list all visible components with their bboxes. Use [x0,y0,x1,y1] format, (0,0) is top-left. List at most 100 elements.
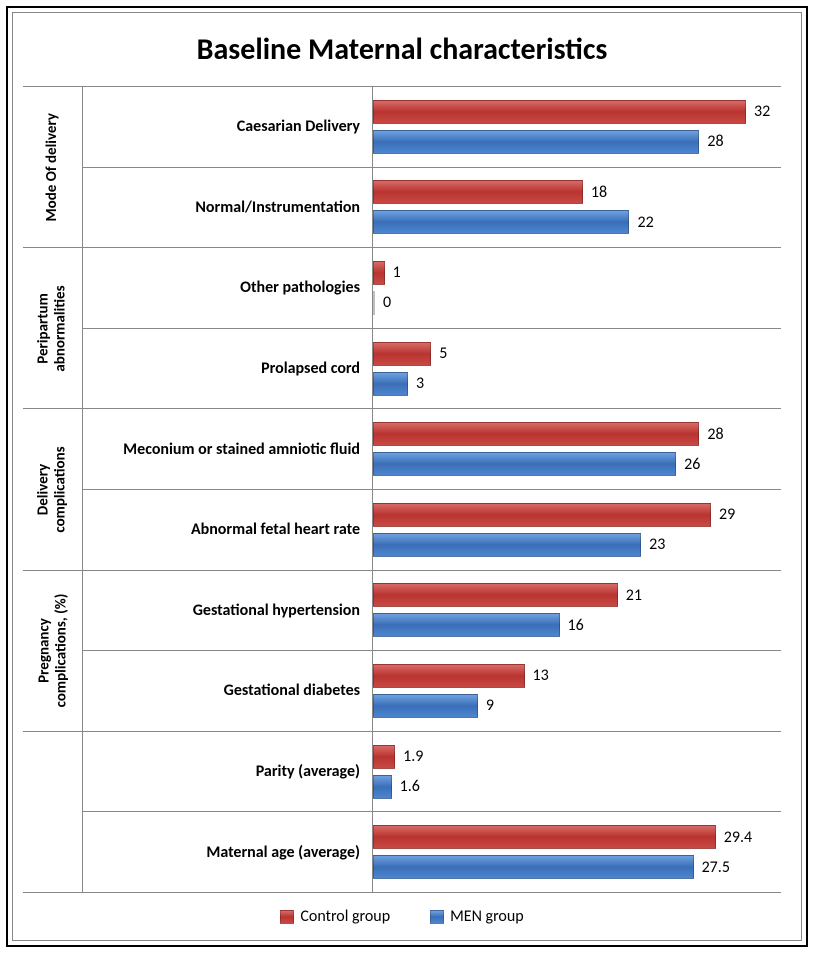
chart-outer-frame: Baseline Maternal characteristics Mode O… [6,6,808,947]
bar-men [373,533,641,557]
bar-value-men: 16 [568,616,584,635]
bar-value-control: 29.4 [724,828,752,847]
bar-row-control: 18 [373,180,781,204]
legend-item-men: MEN group [430,907,524,926]
legend-swatch-control [280,910,294,924]
chart-title: Baseline Maternal characteristics [23,31,781,68]
bars-area: 29 23 [373,490,781,570]
bar-row-control: 1.9 [373,745,781,769]
chart-row: Gestational hypertension 21 16 [83,570,781,651]
bar-row-men: 16 [373,613,781,637]
bar-control [373,342,431,366]
bar-value-control: 13 [533,666,549,685]
bars-area: 53 [373,329,781,409]
row-label: Caesarian Delivery [83,87,373,167]
chart-row: Gestational diabetes 13 9 [83,650,781,731]
chart-row: Maternal age (average) 29.4 27.5 [83,811,781,892]
bar-control [373,745,395,769]
legend-item-control: Control group [280,907,390,926]
legend-label-men: MEN group [450,907,524,926]
bars-area: 10 [373,248,781,328]
bar-row-men: 26 [373,452,781,476]
bar-row-men: 28 [373,130,781,154]
category-group-label: Deliverycomplications [36,446,69,532]
bar-men [373,452,676,476]
bar-value-men: 22 [637,213,653,232]
bars-area: 32 28 [373,87,781,167]
bar-row-control: 21 [373,583,781,607]
bar-row-men: 27.5 [373,855,781,879]
category-group [23,731,83,893]
bars-area: 1822 [373,168,781,248]
bar-row-control: 32 [373,100,781,124]
chart-row: Caesarian Delivery 32 28 [83,86,781,167]
bar-value-control: 32 [754,102,770,121]
bars-area: 1.91.6 [373,732,781,812]
chart-row: Normal/Instrumentation1822 [83,167,781,248]
bar-value-men: 9 [486,696,494,715]
bar-men [373,210,629,234]
bar-men [373,775,392,799]
bar-control [373,664,525,688]
bar-value-men: 0 [383,293,391,312]
bar-control [373,825,716,849]
category-group-label: Mode Of delivery [44,113,61,221]
bar-value-control: 5 [439,344,447,363]
bar-row-men: 3 [373,372,781,396]
row-label: Maternal age (average) [83,812,373,892]
bars-area: 28 26 [373,409,781,489]
category-group: Peripartumabnormalities [23,247,83,408]
row-label: Prolapsed cord [83,329,373,409]
bar-control [373,261,385,285]
chart-row: Other pathologies10 [83,247,781,328]
chart-rows: Caesarian Delivery3228Normal/Instrumenta… [83,86,781,893]
chart-row: Abnormal fetal heart rate 29 23 [83,489,781,570]
bars-area: 13 9 [373,651,781,731]
bar-men [373,130,699,154]
bars-area: 29.4 27.5 [373,812,781,892]
row-label: Other pathologies [83,248,373,328]
bar-value-control: 29 [719,505,735,524]
bar-value-control: 1 [393,263,401,282]
bar-control [373,180,583,204]
chart-row: Parity (average)1.91.6 [83,731,781,812]
bar-men [373,372,408,396]
bar-value-men: 27.5 [702,858,730,877]
bar-men [373,291,375,315]
bar-row-men: 0 [373,291,781,315]
row-label: Abnormal fetal heart rate [83,490,373,570]
row-label: Gestational hypertension [83,571,373,651]
legend-label-control: Control group [300,907,390,926]
bar-control [373,503,711,527]
bar-value-men: 1.6 [400,777,420,796]
bar-row-men: 22 [373,210,781,234]
bar-value-men: 26 [684,455,700,474]
bar-control [373,583,618,607]
row-label: Gestational diabetes [83,651,373,731]
bar-men [373,613,560,637]
bar-value-control: 21 [626,586,642,605]
bar-row-control: 29.4 [373,825,781,849]
bar-value-control: 28 [707,425,723,444]
bar-value-men: 28 [707,132,723,151]
category-group-axis: Mode Of delivery Peripartumabnormalities D… [23,86,83,893]
chart-row: Meconium or stained amniotic fluid 28 26 [83,408,781,489]
row-label: Meconium or stained amniotic fluid [83,409,373,489]
bar-row-control: 28 [373,422,781,446]
category-group: Mode Of delivery [23,86,83,247]
bar-row-control: 29 [373,503,781,527]
category-group: Deliverycomplications [23,408,83,569]
category-group-label: Peripartumabnormalities [36,285,69,371]
chart-body: Mode Of delivery Peripartumabnormalities D… [23,86,781,893]
bar-value-men: 23 [649,535,665,554]
legend-swatch-men [430,910,444,924]
bar-row-men: 1.6 [373,775,781,799]
chart-legend: Control group MEN group [23,893,781,930]
bar-control [373,422,699,446]
bar-row-control: 13 [373,664,781,688]
bar-row-men: 9 [373,694,781,718]
bar-control [373,100,746,124]
bar-men [373,855,694,879]
bar-row-men: 23 [373,533,781,557]
category-group-label: Pregnancycomplications, (%) [36,594,69,708]
